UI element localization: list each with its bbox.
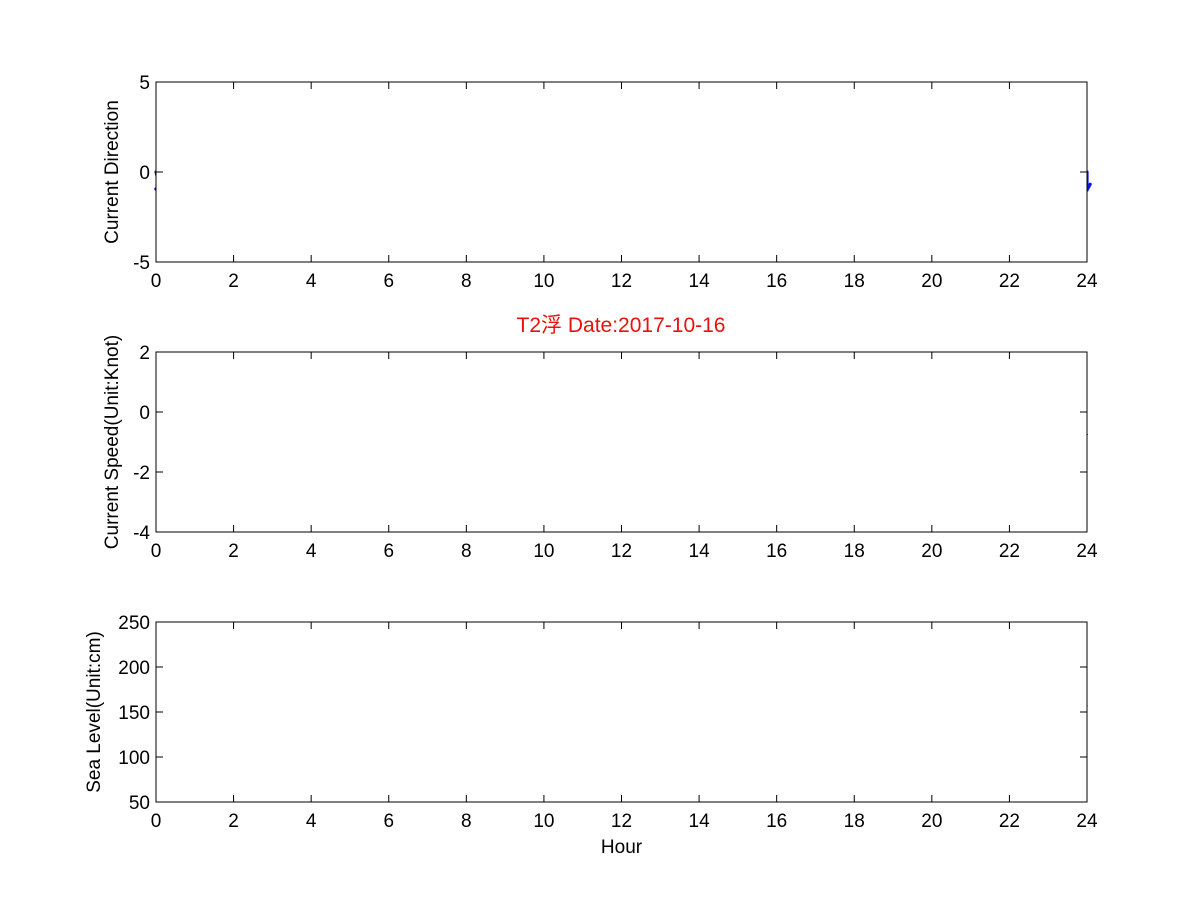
speed-ytick-label: 0 bbox=[139, 403, 150, 424]
speed-ylabel: Current Speed(Unit:Knot) bbox=[102, 335, 123, 549]
sealevel-xtick-label: 16 bbox=[766, 811, 787, 832]
direction-ytick-label: -5 bbox=[133, 253, 150, 274]
speed-xtick-label: 4 bbox=[306, 541, 317, 562]
sealevel-xtick-label: 8 bbox=[461, 811, 472, 832]
direction-xtick-label: 2 bbox=[228, 271, 239, 292]
sealevel-xtick-label: 12 bbox=[611, 811, 632, 832]
speed-ytick-label: 2 bbox=[139, 343, 150, 364]
sealevel-xtick-label: 18 bbox=[844, 811, 865, 832]
direction-xtick-label: 10 bbox=[533, 271, 554, 292]
speed-xtick-label: 10 bbox=[533, 541, 554, 562]
sealevel-ytick-label: 50 bbox=[129, 793, 150, 814]
direction-xtick-label: 6 bbox=[383, 271, 394, 292]
speed-xtick-label: 24 bbox=[1076, 541, 1098, 562]
speed-xtick-label: 0 bbox=[151, 541, 162, 562]
sealevel-ytick-label: 250 bbox=[118, 613, 150, 634]
speed-xtick-label: 18 bbox=[844, 541, 865, 562]
sealevel-ytick-label: 100 bbox=[118, 748, 150, 769]
speed-xtick-label: 20 bbox=[921, 541, 942, 562]
sealevel-xtick-label: 2 bbox=[228, 811, 239, 832]
speed-ytick-label: -2 bbox=[133, 463, 150, 484]
direction-ytick-label: 5 bbox=[139, 73, 150, 94]
direction-xtick-label: 16 bbox=[766, 271, 787, 292]
sealevel-xtick-label: 4 bbox=[306, 811, 317, 832]
direction-xtick-label: 24 bbox=[1076, 271, 1098, 292]
sealevel-xtick-label: 6 bbox=[383, 811, 394, 832]
direction-xtick-label: 0 bbox=[151, 271, 162, 292]
speed-ytick-label: -4 bbox=[133, 523, 150, 544]
direction-xtick-label: 14 bbox=[689, 271, 711, 292]
sealevel-xtick-label: 24 bbox=[1076, 811, 1098, 832]
direction-ylabel: Current Direction bbox=[102, 100, 123, 244]
direction-xtick-label: 20 bbox=[921, 271, 942, 292]
direction-ytick-label: 0 bbox=[139, 163, 150, 184]
sealevel-ytick-label: 150 bbox=[118, 703, 150, 724]
direction-axes-box bbox=[155, 81, 1088, 263]
direction-xtick-label: 4 bbox=[306, 271, 317, 292]
speed-xtick-label: 16 bbox=[766, 541, 787, 562]
speed-xtick-label: 8 bbox=[461, 541, 472, 562]
sealevel-xlabel: Hour bbox=[601, 837, 643, 858]
sealevel-axes-box bbox=[155, 621, 1088, 803]
speed-xtick-label: 12 bbox=[611, 541, 632, 562]
sealevel-ytick-label: 200 bbox=[118, 658, 150, 679]
speed-xtick-label: 22 bbox=[999, 541, 1020, 562]
sealevel-xtick-label: 10 bbox=[533, 811, 554, 832]
speed-xtick-label: 2 bbox=[228, 541, 239, 562]
sealevel-xtick-label: 0 bbox=[151, 811, 162, 832]
direction-xtick-label: 22 bbox=[999, 271, 1020, 292]
sealevel-xtick-label: 14 bbox=[689, 811, 711, 832]
sealevel-xtick-label: 20 bbox=[921, 811, 942, 832]
sealevel-xtick-label: 22 bbox=[999, 811, 1020, 832]
figure-title: T2浮 Date:2017-10-16 bbox=[517, 314, 726, 337]
direction-xtick-label: 8 bbox=[461, 271, 472, 292]
speed-axes-box bbox=[155, 351, 1088, 533]
sealevel-ylabel: Sea Level(Unit:cm) bbox=[84, 631, 105, 793]
direction-xtick-label: 18 bbox=[844, 271, 865, 292]
speed-xtick-label: 6 bbox=[383, 541, 394, 562]
direction-xtick-label: 12 bbox=[611, 271, 632, 292]
speed-xtick-label: 14 bbox=[689, 541, 711, 562]
